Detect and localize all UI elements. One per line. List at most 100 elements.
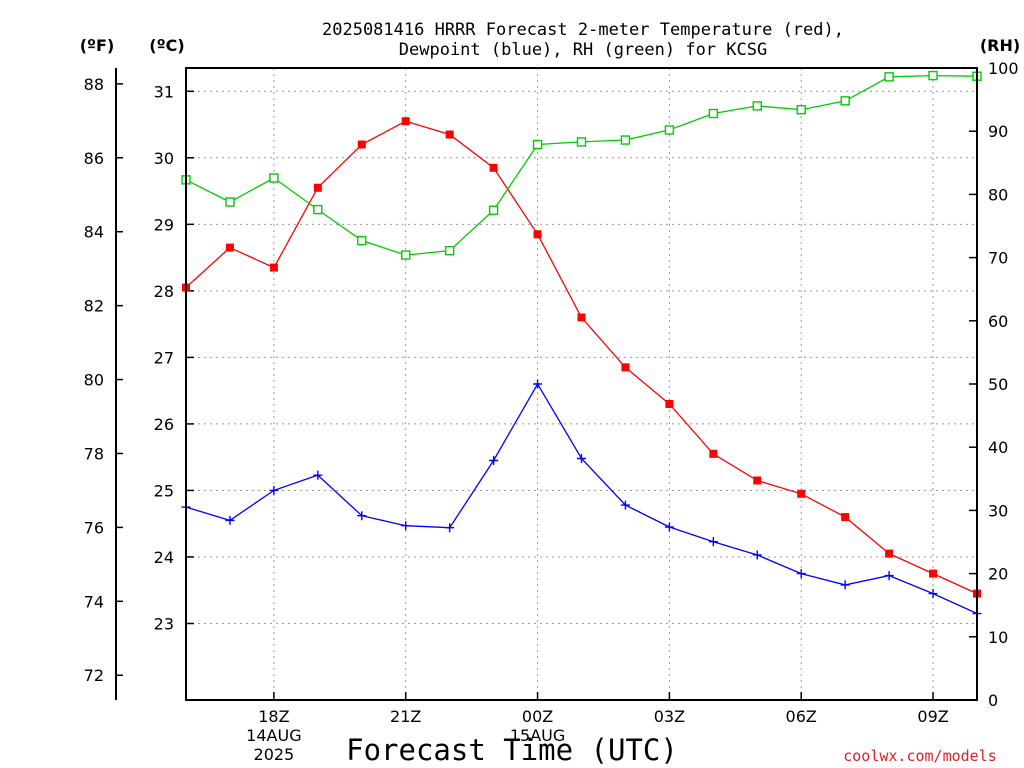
data-point bbox=[401, 117, 410, 126]
series-layer bbox=[181, 70, 982, 619]
data-point bbox=[313, 183, 322, 192]
data-point bbox=[489, 163, 498, 172]
data-point bbox=[489, 456, 499, 466]
time-tick-label: 21Z bbox=[390, 707, 421, 726]
celsius-tick-label: 23 bbox=[154, 614, 174, 633]
series-1 bbox=[182, 117, 981, 598]
fahrenheit-tick-label: 78 bbox=[84, 444, 104, 463]
rh-tick-label: 30 bbox=[988, 501, 1008, 520]
rh-unit-label: (RH) bbox=[980, 36, 1020, 55]
data-point bbox=[269, 263, 278, 272]
data-point bbox=[840, 580, 850, 590]
data-point bbox=[620, 500, 630, 510]
rh-tick-label: 20 bbox=[988, 565, 1008, 584]
celsius-tick-label: 27 bbox=[154, 348, 174, 367]
data-point bbox=[313, 204, 323, 215]
data-point bbox=[708, 537, 718, 547]
data-point bbox=[885, 549, 894, 558]
series-line bbox=[185, 74, 978, 256]
rh-tick-label: 70 bbox=[988, 249, 1008, 268]
time-tick-label: 06Z bbox=[786, 707, 817, 726]
series-line bbox=[185, 382, 978, 615]
data-point bbox=[576, 137, 587, 147]
celsius-tick-label: 30 bbox=[154, 149, 174, 168]
data-point bbox=[753, 476, 762, 485]
data-point bbox=[401, 250, 411, 260]
data-point bbox=[577, 454, 586, 464]
data-point bbox=[533, 230, 542, 239]
data-point bbox=[796, 105, 806, 115]
data-point bbox=[357, 235, 367, 246]
data-point bbox=[532, 139, 543, 150]
celsius-tick-label: 28 bbox=[154, 282, 174, 301]
plot-frame bbox=[185, 67, 978, 701]
rh-tick-label: 40 bbox=[988, 438, 1008, 457]
celsius-tick-label: 31 bbox=[154, 82, 174, 101]
data-point bbox=[533, 379, 543, 389]
data-point bbox=[840, 96, 850, 106]
data-point bbox=[884, 571, 894, 581]
celsius-tick-label: 29 bbox=[154, 215, 174, 234]
celsius-tick-label: 24 bbox=[154, 548, 174, 567]
fahrenheit-tick-label: 88 bbox=[84, 75, 104, 94]
rh-tick-label: 10 bbox=[988, 628, 1008, 647]
data-point bbox=[884, 72, 894, 82]
data-point bbox=[664, 522, 674, 532]
data-point bbox=[357, 511, 367, 521]
celsius-unit-label: (ºC) bbox=[149, 36, 184, 55]
data-point bbox=[225, 243, 234, 252]
year-tick-label: 2025 bbox=[254, 745, 295, 764]
data-point bbox=[577, 313, 586, 322]
grid bbox=[186, 68, 977, 700]
data-point bbox=[752, 101, 762, 111]
fahrenheit-tick-label: 74 bbox=[84, 592, 104, 611]
series-3 bbox=[181, 70, 982, 260]
chart-title-line1: 2025081416 HRRR Forecast 2-meter Tempera… bbox=[322, 20, 844, 40]
data-point bbox=[357, 140, 366, 149]
data-point bbox=[928, 589, 938, 599]
data-point bbox=[445, 130, 454, 139]
rh-axis: 0 10 20 30 40 50 60 70 80 90 100 bbox=[969, 59, 1019, 710]
time-tick-label: 09Z bbox=[917, 707, 948, 726]
rh-tick-label: 100 bbox=[988, 59, 1019, 78]
series-2 bbox=[181, 379, 982, 619]
celsius-axis: 23 24 25 26 27 28 29 30 31 bbox=[154, 82, 194, 633]
data-point bbox=[269, 173, 279, 183]
data-point bbox=[269, 485, 279, 495]
rh-tick-label: 90 bbox=[988, 122, 1008, 141]
celsius-tick-label: 25 bbox=[154, 481, 174, 500]
data-point bbox=[401, 521, 411, 531]
data-point bbox=[752, 550, 762, 560]
date-tick-label: 14AUG bbox=[246, 726, 301, 745]
data-point bbox=[841, 513, 850, 522]
date-tick-label: 15AUG bbox=[510, 726, 565, 745]
data-point bbox=[664, 125, 675, 135]
data-point bbox=[445, 523, 455, 533]
data-point bbox=[620, 135, 631, 145]
credit-text: coolwx.com/models bbox=[843, 747, 997, 765]
chart-title-line2: Dewpoint (blue), RH (green) for KCSG bbox=[399, 40, 767, 60]
data-point bbox=[796, 569, 806, 579]
data-point bbox=[313, 470, 323, 480]
data-point bbox=[621, 363, 630, 372]
fahrenheit-tick-label: 80 bbox=[84, 371, 104, 390]
rh-tick-label: 80 bbox=[988, 185, 1008, 204]
data-point bbox=[444, 245, 455, 256]
data-point bbox=[709, 449, 718, 458]
rh-tick-label: 0 bbox=[988, 691, 998, 710]
fahrenheit-tick-label: 84 bbox=[84, 223, 104, 242]
data-point bbox=[797, 489, 806, 498]
data-point bbox=[225, 515, 235, 525]
data-point bbox=[928, 70, 938, 81]
celsius-tick-label: 26 bbox=[154, 415, 174, 434]
time-tick-label: 18Z bbox=[258, 707, 289, 726]
data-point bbox=[225, 197, 235, 207]
time-tick-label: 00Z bbox=[522, 707, 553, 726]
x-axis-title: Forecast Time (UTC) bbox=[346, 733, 678, 767]
data-point bbox=[488, 205, 499, 215]
data-point bbox=[665, 399, 674, 408]
fahrenheit-tick-label: 82 bbox=[84, 297, 104, 316]
data-point bbox=[708, 108, 719, 119]
